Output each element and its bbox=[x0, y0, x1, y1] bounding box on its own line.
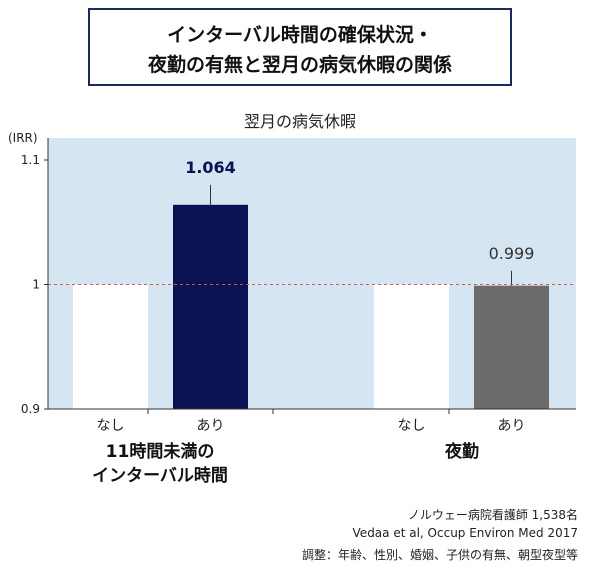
title-line-1: インターバル時間の確保状況・ bbox=[167, 24, 433, 46]
y-tick-label-3: 0.9 bbox=[21, 402, 40, 416]
title-box: インターバル時間の確保状況・ 夜勤の有無と翌月の病気休暇の関係 bbox=[88, 8, 512, 86]
source-line-2: Vedaa et al, Occup Environ Med 2017 bbox=[352, 526, 578, 540]
y-axis-label: (IRR) bbox=[8, 131, 38, 145]
y-tick-label-1: 1.1 bbox=[21, 153, 40, 167]
bar-chart: なし 1.064 あり なし 0.999 あり 1.1 1 0.9 (IRR) 11時間未満のインタ… bbox=[8, 131, 576, 486]
bar-1-2 bbox=[173, 204, 248, 409]
y-tick-label-2: 1 bbox=[32, 278, 40, 292]
chart-subtitle: 翌月の病気休暇 bbox=[243, 112, 356, 131]
category-label-2-2: あり bbox=[498, 418, 526, 434]
data-label-1-2: 1.064 bbox=[185, 158, 236, 177]
source-line-1: ノルウェー病院看護師 1,538名 bbox=[407, 508, 578, 522]
bar-1-1 bbox=[73, 284, 148, 409]
group-label-1-line-2: インターバル時間 bbox=[92, 465, 228, 486]
category-label-2-1: なし bbox=[398, 418, 426, 434]
category-label-1-1: なし bbox=[97, 418, 125, 434]
group-label-2-line-1: 夜勤 bbox=[444, 441, 479, 462]
data-label-2-2: 0.999 bbox=[489, 244, 535, 263]
bar-2-2 bbox=[474, 285, 549, 409]
category-label-1-2: あり bbox=[197, 418, 225, 434]
title-line-2: 夜勤の有無と翌月の病気休暇の関係 bbox=[147, 54, 452, 76]
bar-2-1 bbox=[374, 284, 449, 409]
group-label-1-line-1: 11時間未満の bbox=[106, 441, 215, 462]
source-line-3: 調整：年齢、性別、婚姻、子供の有無、朝型夜型等 bbox=[301, 548, 578, 562]
